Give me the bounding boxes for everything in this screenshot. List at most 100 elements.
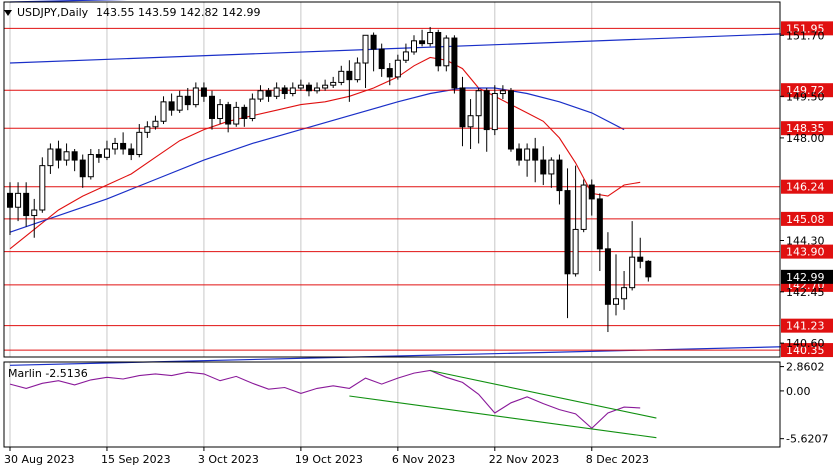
level-price-tag bbox=[781, 179, 833, 194]
current-price-tag bbox=[781, 269, 833, 284]
candle-body bbox=[79, 159, 86, 178]
candle-body bbox=[71, 151, 78, 161]
price-panel-frame bbox=[3, 1, 781, 358]
candle-body bbox=[297, 84, 304, 89]
candle-body bbox=[281, 87, 288, 95]
level-price-tag bbox=[781, 318, 833, 333]
candle-body bbox=[112, 142, 119, 150]
candle-body bbox=[378, 48, 385, 70]
collapse-triangle-icon[interactable] bbox=[4, 10, 12, 16]
level-price-label: 140.35 bbox=[786, 344, 825, 357]
moving-averages bbox=[9, 56, 641, 250]
level-price-tag bbox=[781, 244, 833, 259]
candle-body bbox=[394, 59, 401, 78]
candle-body bbox=[95, 154, 102, 158]
x-tick-label: 19 Oct 2023 bbox=[295, 453, 363, 466]
candle-body bbox=[556, 159, 563, 192]
candle-body bbox=[63, 151, 70, 161]
osc-y-tick-label: 2.8602 bbox=[786, 361, 825, 374]
osc-y-tick-label: 0.00 bbox=[786, 385, 811, 398]
candle-body bbox=[209, 95, 215, 119]
candle-body bbox=[192, 87, 199, 106]
osc-y-tick-label: -5.6207 bbox=[786, 433, 828, 446]
marlin-oscillator bbox=[9, 369, 657, 439]
candle-body bbox=[55, 148, 62, 161]
y-tick-label: 149.50 bbox=[786, 90, 825, 103]
y-tick-label: 140.60 bbox=[786, 337, 825, 350]
candle-body bbox=[273, 87, 280, 97]
trend-line bbox=[430, 369, 657, 419]
x-tick-label: 30 Aug 2023 bbox=[4, 453, 74, 466]
axes: 30 Aug 2023 15 Sep 2023 3 Oct 2023 19 Oct 2… bbox=[3, 1, 828, 466]
candle-body bbox=[645, 260, 652, 278]
candles bbox=[7, 26, 652, 333]
level-price-tag bbox=[781, 83, 833, 98]
y-tick-label: 142.45 bbox=[786, 286, 825, 299]
level-price-label: 143.90 bbox=[786, 246, 825, 259]
candle-body bbox=[540, 159, 547, 175]
candle-body bbox=[200, 87, 207, 97]
indicator-label: Marlin -2.5136 bbox=[8, 367, 88, 380]
candle-body bbox=[459, 87, 466, 128]
candle-body bbox=[427, 32, 434, 45]
candle-body bbox=[621, 287, 628, 300]
oscillator-panel-frame bbox=[3, 361, 781, 448]
candle-body bbox=[419, 40, 426, 45]
trend-line bbox=[349, 395, 657, 439]
candle-body bbox=[346, 70, 353, 81]
candle-body bbox=[637, 256, 644, 262]
ohlc-label: 143.55 143.59 142.82 142.99 bbox=[96, 6, 260, 19]
candle-body bbox=[564, 190, 571, 275]
candle-body bbox=[411, 40, 417, 53]
support-resistance-levels: 151.95 149.72 148.35 146.24 145.08 143.90 142.… bbox=[4, 21, 833, 358]
candle-body bbox=[572, 228, 579, 275]
candle-body bbox=[265, 90, 272, 97]
candle-body bbox=[451, 37, 458, 89]
level-price-label: 151.95 bbox=[786, 22, 825, 35]
candle-body bbox=[39, 165, 46, 211]
candle-body bbox=[443, 37, 450, 67]
candle-body bbox=[168, 101, 175, 111]
x-tick-label: 3 Oct 2023 bbox=[198, 453, 259, 466]
candle-body bbox=[7, 192, 13, 208]
candle-body bbox=[87, 154, 94, 178]
level-price-label: 145.08 bbox=[786, 213, 825, 226]
candle-body bbox=[23, 192, 30, 217]
candle-body bbox=[47, 148, 54, 167]
candle-body bbox=[516, 148, 523, 161]
y-tick-label: 151.70 bbox=[786, 29, 825, 42]
candle-body bbox=[467, 115, 474, 128]
candle-body bbox=[402, 51, 409, 61]
candle-body bbox=[532, 148, 539, 161]
candle-body bbox=[241, 106, 248, 119]
candle-body bbox=[499, 90, 506, 95]
candle-body bbox=[613, 298, 619, 305]
candle-body bbox=[370, 34, 377, 50]
candle-body bbox=[475, 90, 482, 117]
candle-body bbox=[580, 184, 587, 230]
candle-body bbox=[160, 101, 167, 122]
candle-body bbox=[128, 148, 135, 156]
candle-body bbox=[217, 104, 224, 119]
candle-body bbox=[491, 93, 498, 131]
x-tick-label: 22 Nov 2023 bbox=[489, 453, 559, 466]
candle-body bbox=[338, 70, 345, 83]
candle-body bbox=[184, 95, 191, 106]
candle-body bbox=[103, 148, 110, 158]
channel-line bbox=[9, 0, 128, 3]
level-price-label: 148.35 bbox=[786, 122, 825, 135]
candle-body bbox=[176, 95, 183, 111]
candle-body bbox=[588, 184, 595, 200]
symbol-label: USDJPY,Daily bbox=[17, 6, 89, 19]
level-price-label: 146.24 bbox=[786, 181, 825, 194]
current-price-label: 142.99 bbox=[786, 271, 825, 284]
candle-body bbox=[483, 90, 490, 131]
candle-body bbox=[386, 68, 393, 78]
candle-body bbox=[548, 159, 555, 175]
candle-body bbox=[305, 84, 312, 92]
candle-body bbox=[136, 131, 143, 156]
candle-body bbox=[354, 62, 361, 81]
level-price-label: 149.72 bbox=[786, 84, 825, 97]
candle-body bbox=[362, 34, 369, 64]
